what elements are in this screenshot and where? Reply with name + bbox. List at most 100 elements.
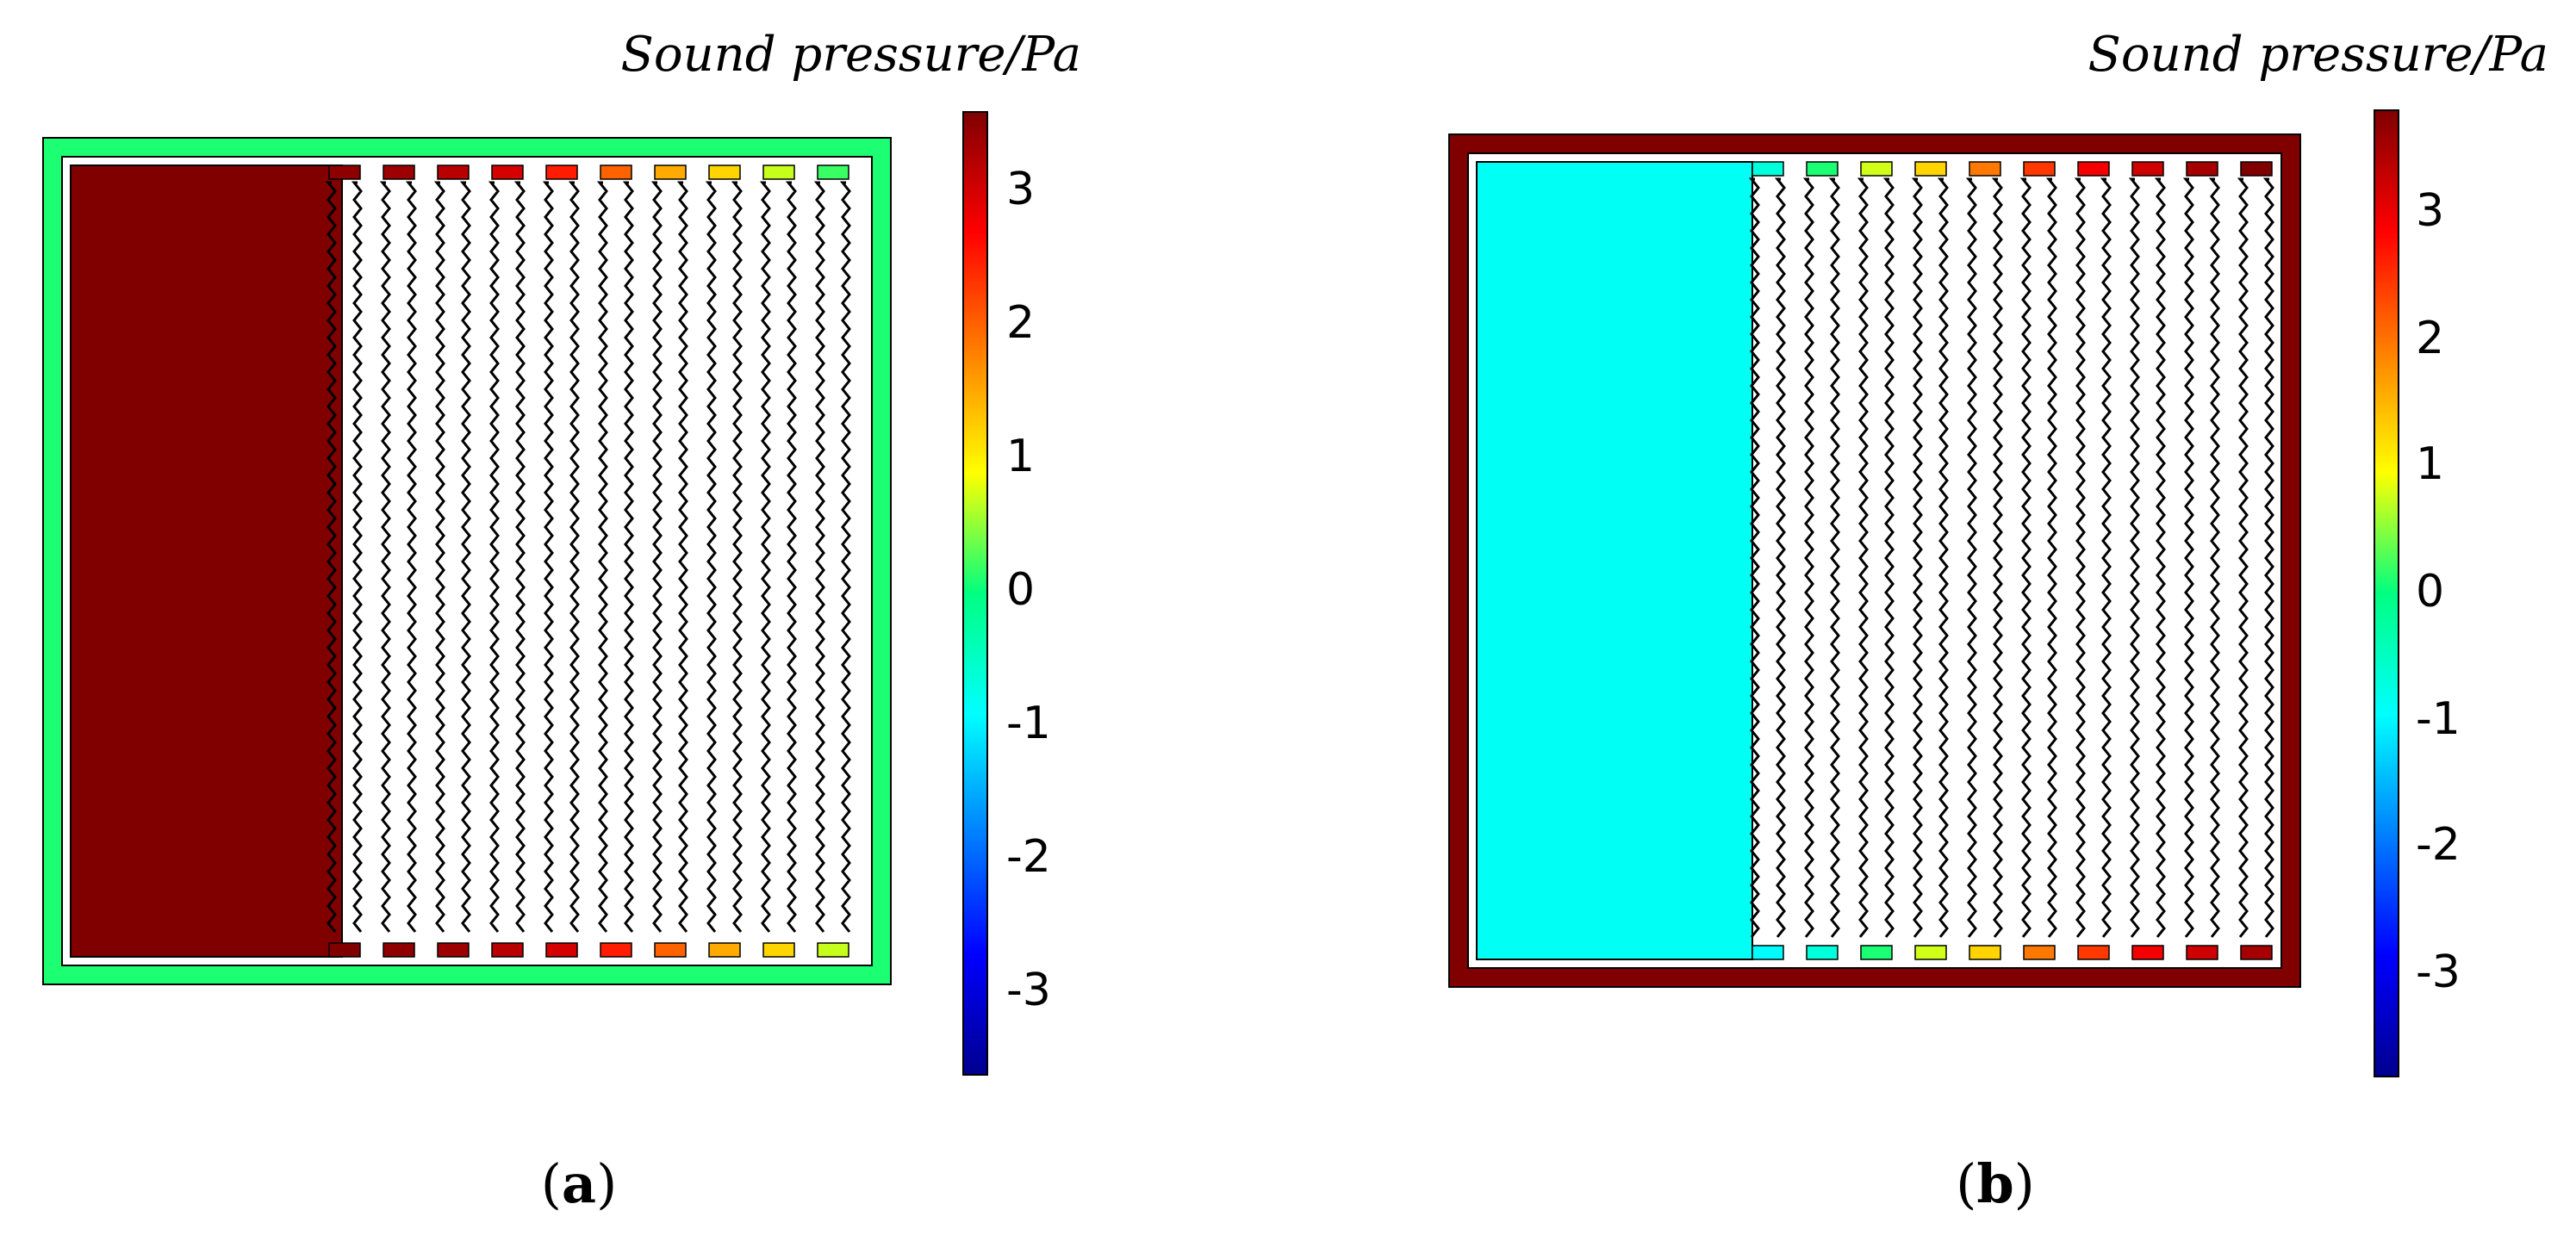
channel-bottom-cell bbox=[383, 942, 415, 958]
acoustic-model-b bbox=[1448, 133, 2301, 988]
channel-wall bbox=[759, 181, 771, 933]
channel-wall bbox=[459, 181, 471, 933]
colorbar-tick-label: 1 bbox=[2416, 438, 2444, 490]
channel-wall bbox=[839, 181, 851, 933]
channel-wall bbox=[1991, 177, 2003, 938]
channel-wall bbox=[705, 181, 717, 933]
channel-wall bbox=[2262, 177, 2274, 938]
channel-top-cell bbox=[1860, 161, 1893, 177]
resonator-block bbox=[1476, 161, 1753, 960]
channel-bottom-cell bbox=[328, 942, 361, 958]
colorbar-title-a: Sound pressure/Pa bbox=[621, 27, 1082, 83]
channel-wall bbox=[1882, 177, 1895, 938]
channel-bottom-cell bbox=[600, 942, 632, 958]
channel-top-cell bbox=[2131, 161, 2164, 177]
panel-b: Sound pressure/Pa 3 2 1 0 -1 -2 -3 (b) bbox=[1448, 27, 2549, 1215]
channel-bottom-cell bbox=[1860, 945, 1893, 960]
channel-bottom-cell bbox=[654, 942, 687, 958]
channel-top-cell bbox=[708, 164, 741, 180]
panel-caption-a: (a) bbox=[541, 1152, 618, 1215]
channel-wall bbox=[325, 181, 337, 933]
resonator-block bbox=[70, 164, 343, 958]
channel-wall bbox=[1911, 177, 1923, 938]
channel-wall bbox=[1857, 177, 1869, 938]
channel-wall bbox=[731, 181, 743, 933]
channel-bottom-cell bbox=[545, 942, 578, 958]
channel-bottom-cell bbox=[2077, 945, 2110, 960]
colorbar-b: Sound pressure/Pa 3 2 1 0 -1 -2 -3 bbox=[2088, 27, 2549, 1077]
channel-top-cell bbox=[762, 164, 795, 180]
channel-wall bbox=[379, 181, 391, 933]
colorbar-gradient-a bbox=[962, 111, 988, 1076]
channel-wall bbox=[2237, 177, 2249, 938]
colorbar-title-b: Sound pressure/Pa bbox=[2088, 27, 2549, 83]
channel-bottom-cell bbox=[1914, 945, 1947, 960]
channel-wall bbox=[2154, 177, 2166, 938]
acoustic-model-a bbox=[42, 137, 892, 985]
channel-top-cell bbox=[2186, 161, 2218, 177]
channel-bottom-cell bbox=[2131, 945, 2164, 960]
channel-bottom-cell bbox=[437, 942, 470, 958]
panel-a: Sound pressure/Pa 3 2 1 0 -1 -2 -3 (a) bbox=[42, 27, 1082, 1215]
panel-caption-b: (b) bbox=[1956, 1152, 2035, 1215]
channel-wall bbox=[513, 181, 526, 933]
channel-wall bbox=[488, 181, 500, 933]
channel-top-cell bbox=[328, 164, 361, 180]
colorbar-tick-label: 3 bbox=[1006, 164, 1035, 215]
colorbar-tick-label: 0 bbox=[2416, 566, 2444, 618]
channel-top-cell bbox=[2240, 161, 2273, 177]
channel-top-cell bbox=[437, 164, 470, 180]
channel-wall bbox=[2182, 177, 2194, 938]
channel-bottom-cell bbox=[2186, 945, 2218, 960]
channel-bottom-cell bbox=[2023, 945, 2056, 960]
channel-wall bbox=[542, 181, 554, 933]
channel-wall bbox=[1802, 177, 1814, 938]
channel-wall bbox=[351, 181, 363, 933]
channel-top-cell bbox=[654, 164, 687, 180]
channel-wall bbox=[650, 181, 663, 933]
channel-wall bbox=[433, 181, 445, 933]
colorbar-tick-label: 1 bbox=[1006, 431, 1035, 482]
colorbar-tick-label: -1 bbox=[1006, 698, 1051, 749]
channel-top-cell bbox=[1969, 161, 2001, 177]
channel-wall bbox=[2045, 177, 2057, 938]
colorbar-tick-label: -2 bbox=[1006, 831, 1051, 883]
colorbar-tick-label: 2 bbox=[2416, 313, 2444, 364]
channel-wall bbox=[2074, 177, 2086, 938]
channel-bottom-cell bbox=[708, 942, 741, 958]
colorbar-ticks-a: 3 2 1 0 -1 -2 -3 bbox=[1006, 164, 1051, 1016]
channel-wall bbox=[405, 181, 417, 933]
colorbar-tick-label: 2 bbox=[1006, 297, 1035, 349]
channel-wall bbox=[2100, 177, 2112, 938]
channel-bottom-cell bbox=[817, 942, 849, 958]
channel-wall bbox=[596, 181, 608, 933]
colorbar-tick-label: -3 bbox=[1006, 965, 1051, 1016]
channel-wall bbox=[1965, 177, 1977, 938]
channel-wall bbox=[1937, 177, 1949, 938]
channel-wall bbox=[785, 181, 797, 933]
colorbar-ticks-b: 3 2 1 0 -1 -2 -3 bbox=[2416, 185, 2461, 998]
colorbar-gradient-b bbox=[2374, 109, 2399, 1077]
colorbar-tick-label: -1 bbox=[2416, 693, 2461, 745]
channel-bottom-cell bbox=[1806, 945, 1839, 960]
colorbar-tick-label: 0 bbox=[1006, 564, 1035, 616]
channel-top-cell bbox=[545, 164, 578, 180]
channel-bottom-cell bbox=[2240, 945, 2273, 960]
channel-wall bbox=[1748, 177, 1760, 938]
colorbar-tick-label: 3 bbox=[2416, 185, 2444, 237]
channel-bottom-cell bbox=[1969, 945, 2001, 960]
channel-top-cell bbox=[1806, 161, 1839, 177]
channel-bottom-cell bbox=[491, 942, 524, 958]
channel-wall bbox=[1774, 177, 1786, 938]
colorbar-a: Sound pressure/Pa 3 2 1 0 -1 -2 -3 bbox=[621, 27, 1082, 1076]
channel-wall bbox=[2128, 177, 2140, 938]
channel-top-cell bbox=[817, 164, 849, 180]
channel-wall bbox=[2208, 177, 2220, 938]
channel-top-cell bbox=[2023, 161, 2056, 177]
channel-wall bbox=[1828, 177, 1840, 938]
colorbar-tick-label: -3 bbox=[2416, 946, 2461, 998]
channel-top-cell bbox=[383, 164, 415, 180]
channel-wall bbox=[676, 181, 688, 933]
channel-wall bbox=[568, 181, 580, 933]
